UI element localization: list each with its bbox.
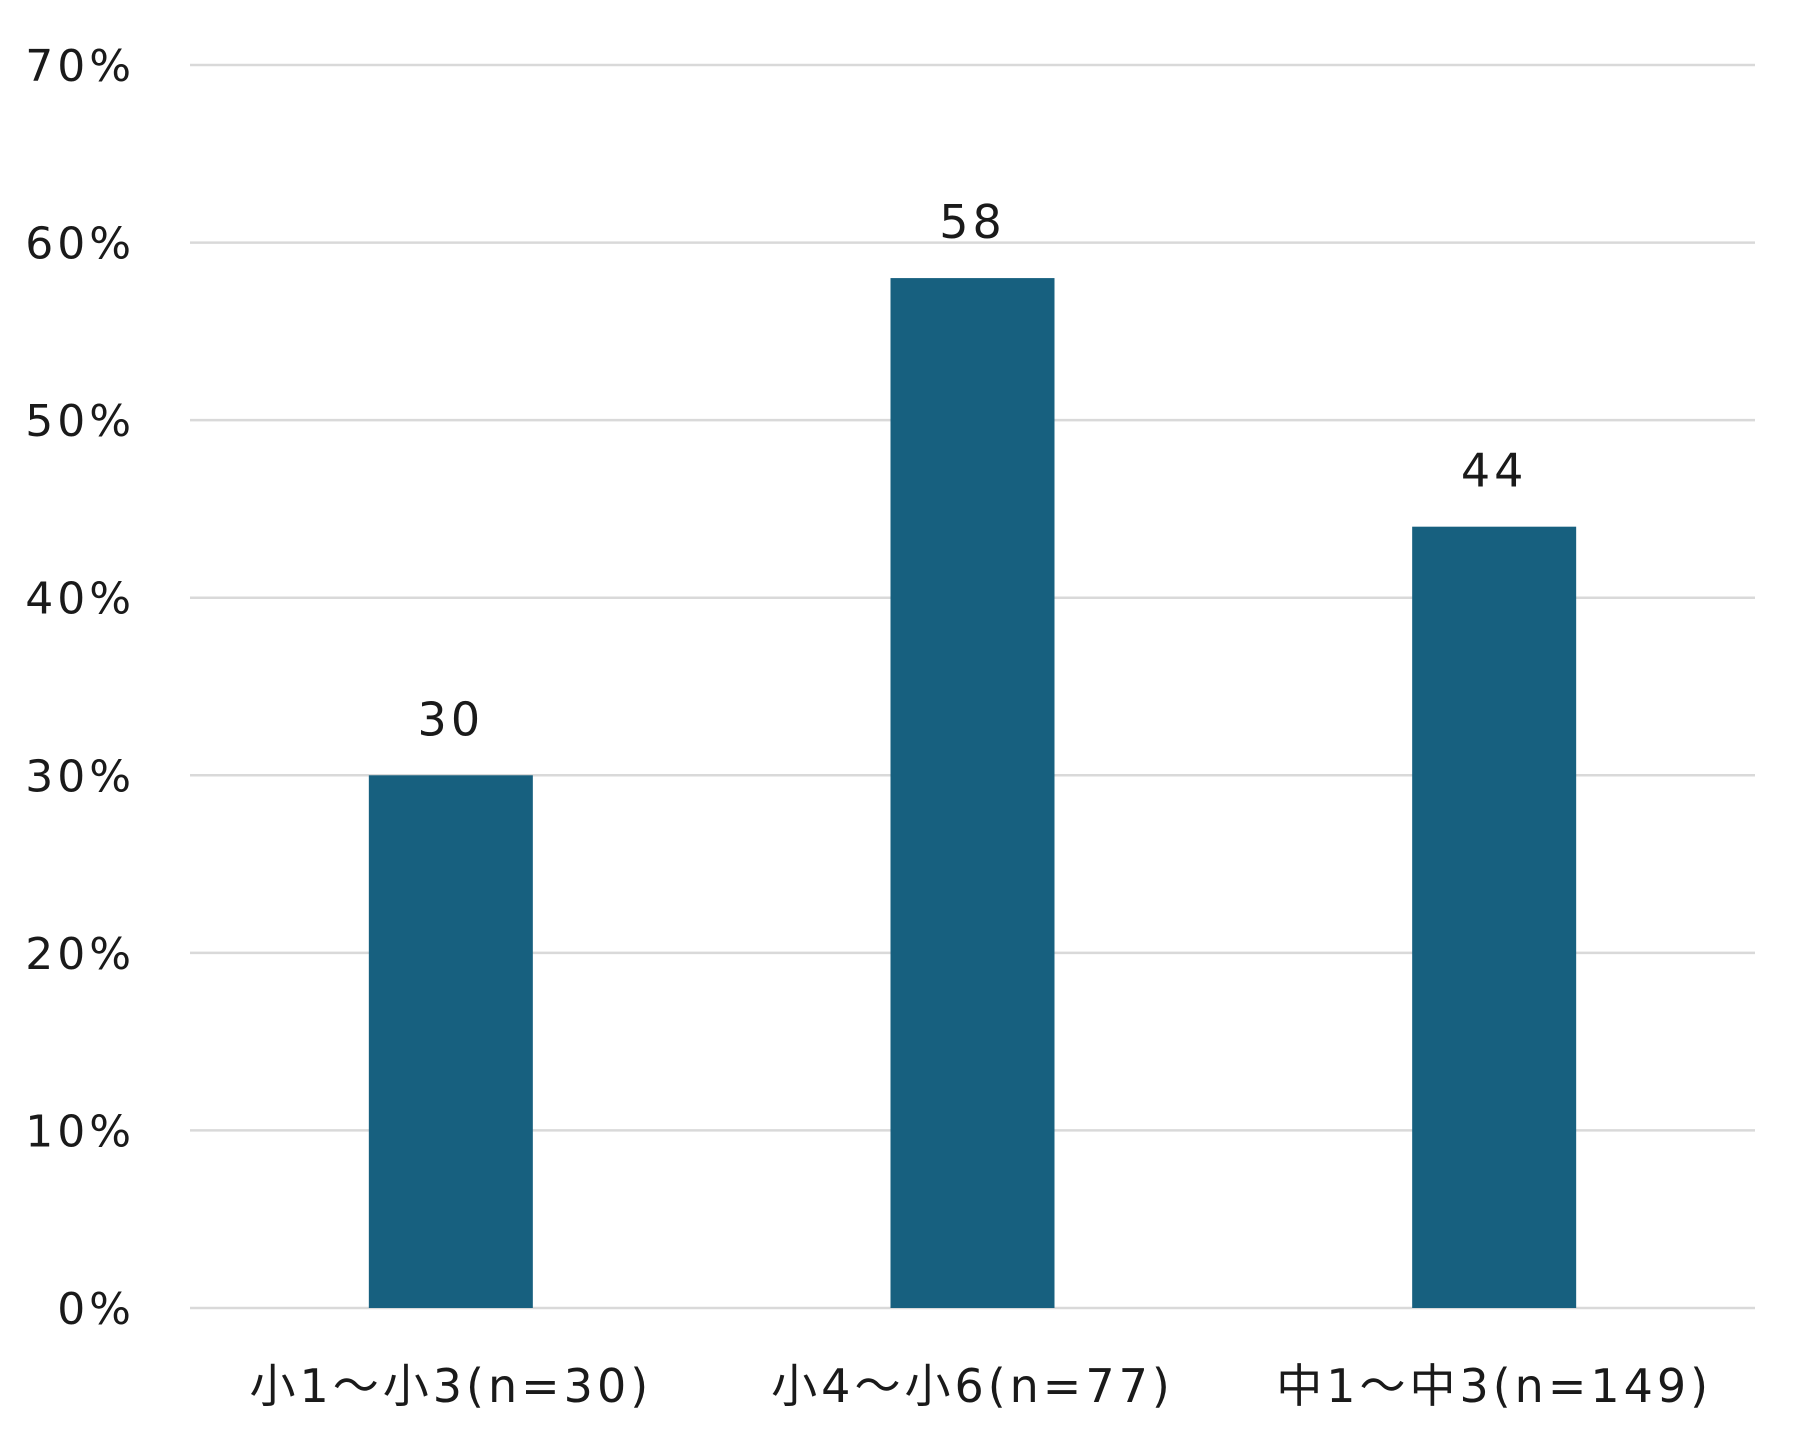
- x-axis-category-labels: 小1〜小3(n=30) 小4〜小6(n=77) 中1〜中3(n=149): [250, 1359, 1712, 1413]
- category-label: 中1〜中3(n=149): [1276, 1359, 1712, 1413]
- category-label: 小4〜小6(n=77): [771, 1359, 1174, 1413]
- category-label: 小1〜小3(n=30): [250, 1359, 653, 1413]
- bars: [368, 278, 1577, 1309]
- y-tick-label: 10%: [25, 1106, 135, 1157]
- bar: [890, 278, 1055, 1309]
- bar: [368, 775, 533, 1308]
- data-labels: 30 58 44: [418, 195, 1528, 746]
- y-tick-label: 60%: [25, 219, 135, 270]
- y-tick-label: 40%: [25, 574, 135, 625]
- bar: [1412, 526, 1577, 1308]
- data-label: 44: [1461, 444, 1528, 498]
- y-tick-label: 30%: [25, 751, 135, 802]
- y-tick-label: 0%: [57, 1284, 135, 1335]
- y-tick-label: 20%: [25, 929, 135, 980]
- data-label: 30: [418, 692, 485, 746]
- y-tick-label: 70%: [25, 41, 135, 92]
- y-tick-label: 50%: [25, 396, 135, 447]
- data-label: 58: [939, 195, 1006, 249]
- y-axis-tick-labels: 0% 10% 20% 30% 40% 50% 60% 70%: [25, 41, 135, 1335]
